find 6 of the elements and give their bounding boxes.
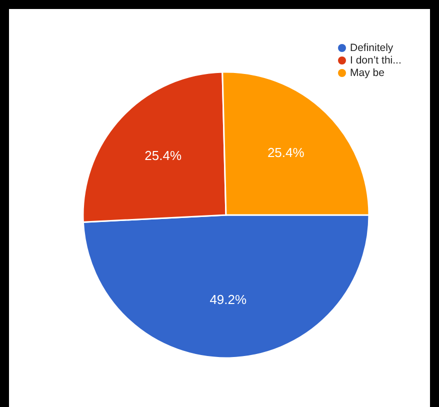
data-label: 49.2% xyxy=(210,292,248,308)
legend-label: I don’t thi... xyxy=(350,54,402,66)
legend-label: May be xyxy=(350,66,385,79)
legend-label: Definitely xyxy=(350,42,394,54)
data-label: 25.4% xyxy=(267,145,305,160)
data-label: 25.4% xyxy=(144,148,182,164)
